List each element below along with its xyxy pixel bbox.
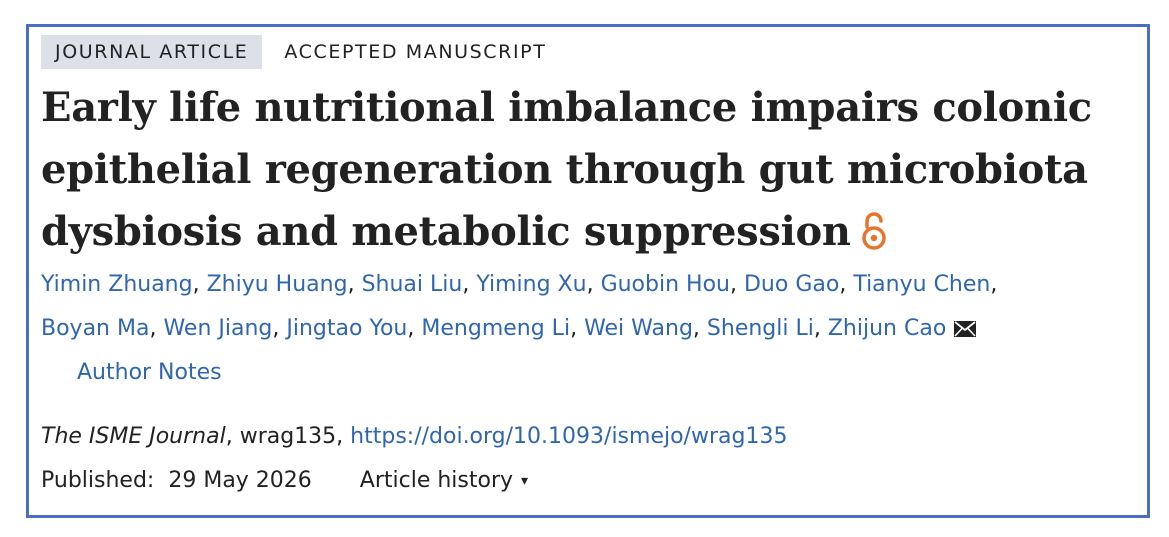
- article-type-badges: JOURNAL ARTICLE ACCEPTED MANUSCRIPT: [41, 35, 546, 69]
- article-header-frame: JOURNAL ARTICLE ACCEPTED MANUSCRIPT Earl…: [26, 24, 1150, 518]
- journal-name: The ISME Journal: [41, 424, 226, 449]
- article-history-label: Article history: [359, 468, 514, 493]
- published-row: Published: 29 May 2026 Article history ▾: [41, 463, 528, 499]
- author-link[interactable]: Zhijun Cao: [827, 316, 947, 341]
- author-link[interactable]: Yiming Xu: [476, 272, 587, 297]
- author-link[interactable]: Guobin Hou: [600, 272, 730, 297]
- envelope-icon[interactable]: [954, 321, 977, 337]
- author-link[interactable]: Zhiyu Huang: [206, 272, 348, 297]
- author-link[interactable]: Yimin Zhuang: [41, 272, 193, 297]
- journal-article-badge: JOURNAL ARTICLE: [41, 35, 263, 69]
- article-history-toggle[interactable]: Article history ▾: [360, 463, 528, 499]
- article-id: , wrag135,: [225, 424, 351, 449]
- author-link[interactable]: Jingtao You: [286, 316, 408, 341]
- author-list: Yimin Zhuang, Zhiyu Huang, Shuai Liu, Yi…: [41, 272, 998, 341]
- author-link[interactable]: Shuai Liu: [361, 272, 463, 297]
- author-link[interactable]: Mengmeng Li: [421, 316, 571, 341]
- article-title: Early life nutritional imbalance impairs…: [41, 77, 1131, 263]
- doi-link[interactable]: https://doi.org/10.1093/ismejo/wrag135: [350, 424, 788, 449]
- open-access-lock-icon: [861, 212, 886, 250]
- author-link[interactable]: Duo Gao: [743, 272, 840, 297]
- author-link[interactable]: Tianyu Chen: [853, 272, 991, 297]
- author-notes-link[interactable]: Author Notes: [77, 360, 222, 385]
- author-link[interactable]: Shengli Li: [706, 316, 814, 341]
- published-label: Published:: [41, 468, 155, 493]
- author-link[interactable]: Boyan Ma: [41, 316, 150, 341]
- accepted-manuscript-badge: ACCEPTED MANUSCRIPT: [284, 41, 547, 63]
- caret-down-icon: ▾: [521, 473, 529, 489]
- author-link[interactable]: Wen Jiang: [163, 316, 273, 341]
- citation-line: The ISME Journal, wrag135, https://doi.o…: [41, 419, 787, 455]
- article-title-text: Early life nutritional imbalance impairs…: [41, 84, 1092, 255]
- author-link[interactable]: Wei Wang: [584, 316, 693, 341]
- published-date: 29 May 2026: [168, 468, 312, 493]
